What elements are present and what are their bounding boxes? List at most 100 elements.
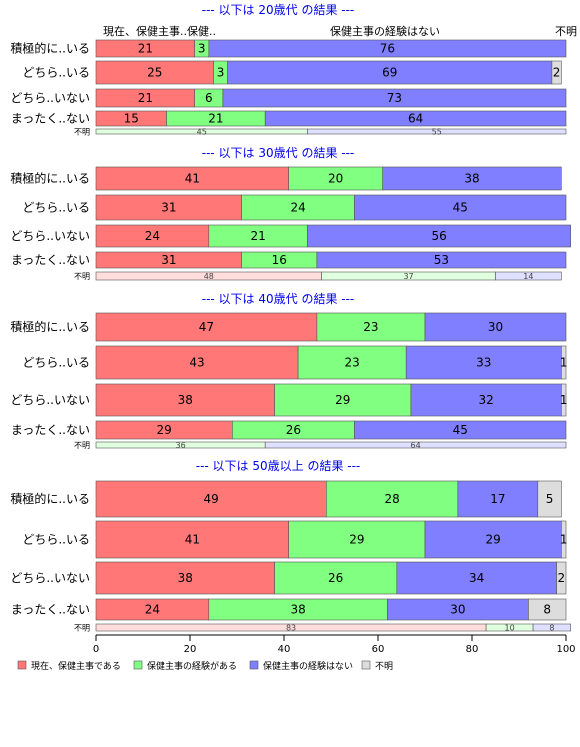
bar-segment: [264, 441, 567, 449]
data-label: 29: [349, 533, 364, 547]
category-label: まったく..ない: [11, 112, 90, 126]
data-label: 83: [286, 624, 296, 633]
data-label: 24: [145, 229, 160, 243]
legend-swatch: [249, 660, 259, 670]
bar-segment: [264, 110, 567, 127]
x-tick-label: 40: [278, 644, 291, 655]
bar-segment: [560, 383, 567, 417]
category-label: 積極的に..いる: [10, 41, 90, 56]
bar-segment: [382, 166, 562, 191]
bar-segment: [537, 480, 562, 518]
legend-item: 現在、保健主事である: [17, 660, 121, 672]
data-label: 53: [434, 253, 449, 267]
data-label: 38: [178, 393, 193, 407]
data-label: 31: [161, 201, 176, 215]
bar-segment: [288, 520, 426, 559]
x-tick-label: 100: [556, 644, 575, 655]
data-label: 38: [290, 603, 305, 617]
category-label: 不明: [74, 128, 90, 137]
data-label: 30: [450, 603, 465, 617]
data-label: 38: [178, 571, 193, 585]
bar-segment: [556, 561, 567, 595]
data-label: 76: [380, 42, 395, 56]
bar-row: まったく..ない 29 26 45: [11, 420, 567, 440]
bar-row: どちら..いない 21 6 73: [10, 88, 567, 108]
bar-segment: [457, 480, 539, 518]
bar-segment: [222, 88, 567, 108]
data-label: 1: [560, 393, 568, 407]
data-label: 26: [328, 571, 343, 585]
bar-row: 積極的に..いる 41 20 38: [10, 166, 562, 191]
data-label: 1: [560, 356, 568, 370]
bar-segment: [95, 520, 289, 559]
panel-title: --- 以下は 40歳代 の結果 ---: [202, 292, 355, 306]
data-label: 23: [363, 320, 378, 334]
bar-segment: [528, 598, 567, 621]
panel-2: --- 以下は 30歳代 の結果 --- 積極的に..いる 41 20 38 どちら..い…: [10, 146, 572, 281]
data-label: 17: [490, 492, 505, 506]
bar-segment: [208, 39, 567, 58]
data-label: 21: [208, 112, 223, 126]
data-label: 16: [272, 253, 287, 267]
data-label: 33: [476, 356, 491, 370]
data-label: 21: [251, 229, 266, 243]
data-label: 8: [543, 603, 551, 617]
data-label: 8: [549, 624, 554, 633]
category-label: どちら..いる: [22, 201, 90, 215]
category-label: どちら..いない: [10, 91, 90, 105]
panel-title: --- 以下は 20歳代 の結果 ---: [202, 3, 355, 17]
bar-segment: [495, 271, 562, 281]
data-label: 26: [286, 423, 301, 437]
legend-label: 保健主事の経験はない: [263, 660, 353, 672]
header-label-series-4: 不明: [555, 25, 577, 38]
data-label: 15: [124, 112, 139, 126]
bar-segment: [405, 345, 562, 380]
category-label: 積極的に..いる: [10, 319, 90, 334]
bar-row: 不明 48 37 14: [74, 271, 562, 281]
data-label: 3: [198, 42, 206, 56]
data-label: 55: [432, 128, 442, 137]
legend-label: 不明: [375, 661, 393, 672]
data-label: 49: [204, 492, 219, 506]
legend-label: 現在、保健主事である: [31, 660, 121, 672]
bar-segment: [307, 128, 567, 135]
data-label: 21: [138, 91, 153, 105]
data-label: 41: [185, 172, 200, 186]
bar-segment: [95, 312, 318, 342]
bar-segment: [354, 420, 567, 440]
data-label: 29: [157, 423, 172, 437]
bar-segment: [95, 194, 242, 221]
data-label: 56: [431, 229, 446, 243]
category-label: どちら..いない: [10, 393, 90, 407]
bar-segment: [424, 520, 562, 559]
data-label: 1: [560, 533, 568, 547]
data-label: 73: [387, 91, 402, 105]
bar-segment: [241, 194, 355, 221]
category-label: 不明: [74, 441, 90, 450]
data-label: 34: [469, 571, 484, 585]
panel-title: --- 以下は 30歳代 の結果 ---: [202, 146, 355, 160]
data-label: 31: [161, 253, 176, 267]
category-label: 不明: [74, 272, 90, 281]
data-label: 10: [505, 624, 515, 633]
data-label: 24: [290, 201, 305, 215]
panel-4: --- 以下は 50歳以上 の結果 ---積極的に..いる 49 28 17 5どちら.…: [10, 459, 571, 633]
data-label: 64: [411, 441, 421, 450]
header-labels: 現在、保健主事..保健.. 保健主事の経験はない 不明: [103, 24, 577, 38]
data-label: 64: [408, 112, 423, 126]
data-label: 45: [453, 201, 468, 215]
x-tick-label: 60: [372, 644, 385, 655]
category-label: どちら..いる: [22, 356, 90, 370]
data-label: 30: [488, 320, 503, 334]
bar-row: まったく..ない 24 38 30 8: [11, 598, 567, 621]
data-label: 43: [189, 356, 204, 370]
bar-segment: [95, 561, 275, 595]
bar-segment: [307, 224, 572, 248]
panel-title: --- 以下は 50歳以上 の結果 ---: [196, 459, 361, 473]
category-label: どちら..いる: [22, 533, 90, 547]
legend-label: 保健主事の経験がある: [147, 660, 237, 672]
bar-row: 不明 83 10 8: [74, 624, 571, 633]
bar-segment: [560, 345, 567, 380]
data-label: 47: [199, 320, 214, 334]
data-label: 32: [478, 393, 493, 407]
